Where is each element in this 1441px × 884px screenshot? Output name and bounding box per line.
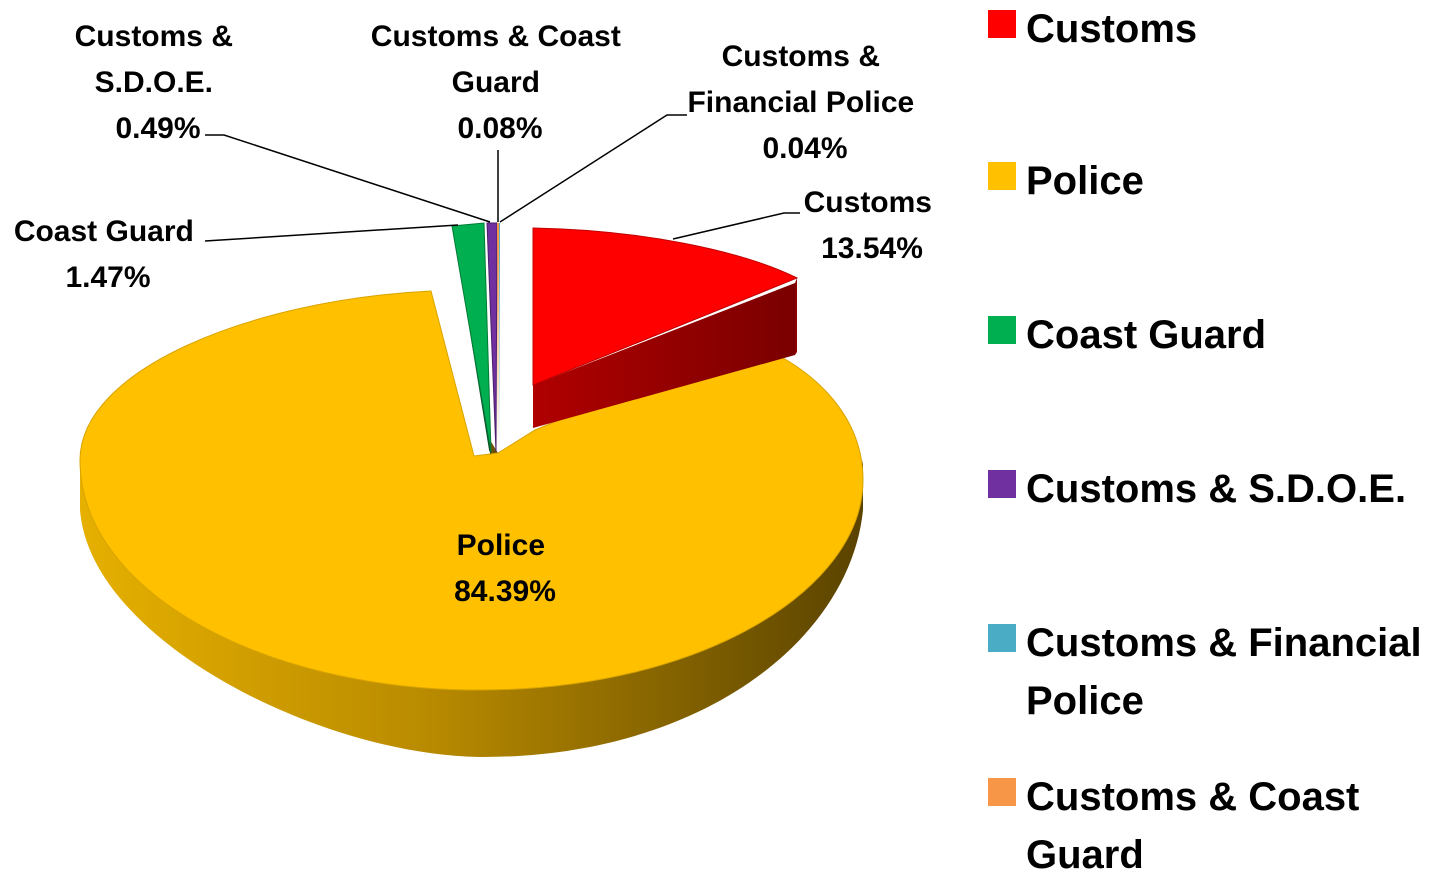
data-label-police: Police 84.39% [454, 529, 556, 608]
legend-label-customs-financial-police: Customs & Financial Police [1026, 621, 1422, 723]
legend-swatch-customs-coast-guard [988, 778, 1016, 806]
leader-line-customs-sdoe [205, 134, 491, 223]
legend-label-customs: Customs [1026, 7, 1198, 51]
data-label-customs-name: Customs [804, 186, 932, 219]
data-label-customs-coast-guard-line2: Guard [452, 66, 540, 99]
data-label-customs-sdoe-value: 0.49% [115, 112, 200, 145]
legend-label-customs-coast-guard: Customs & Coast Guard [1026, 775, 1360, 877]
data-label-coast-guard-value: 1.47% [65, 261, 150, 294]
legend-label-coast-guard: Coast Guard [1026, 313, 1267, 357]
data-label-police-name: Police [457, 529, 545, 562]
data-label-customs-coast-guard-line1: Customs & Coast [371, 20, 621, 53]
data-label-customs-sdoe: Customs & S.D.O.E. 0.49% [75, 20, 242, 145]
legend-swatch-coast-guard [988, 316, 1016, 344]
data-label-police-value: 84.39% [454, 575, 556, 608]
data-label-coast-guard: Coast Guard 1.47% [14, 215, 202, 294]
data-label-customs-financial-police: Customs & Financial Police 0.04% [687, 40, 922, 165]
coast-guard-slice [451, 222, 492, 453]
legend-label-customs-sdoe: Customs & S.D.O.E. [1026, 467, 1407, 511]
legend-swatch-customs-financial-police [988, 624, 1016, 652]
data-label-customs-sdoe-line2: S.D.O.E. [95, 66, 213, 99]
customs-slice [532, 227, 799, 386]
data-label-customs-financial-police-value: 0.04% [762, 132, 847, 165]
police-slice-side [80, 460, 863, 758]
data-label-customs-coast-guard-value: 0.08% [457, 112, 542, 145]
legend-item-customs-financial-police: Customs & Financial Police [988, 614, 1441, 730]
legend-swatch-customs-sdoe [988, 470, 1016, 498]
leader-line-customs-financial-police [499, 114, 687, 223]
data-label-customs-sdoe-line1: Customs & [75, 20, 233, 53]
data-label-customs-financial-police-line2: Financial Police [687, 86, 914, 119]
legend-swatch-police [988, 162, 1016, 190]
data-label-coast-guard-name: Coast Guard [14, 215, 194, 248]
customs-slice-side [533, 283, 795, 428]
legend-item-coast-guard: Coast Guard [988, 306, 1441, 364]
legend-item-customs: Customs [988, 0, 1441, 58]
leader-line-coast-guard [204, 224, 459, 242]
legend-swatch-customs [988, 10, 1016, 38]
customs-financial-police-slice [499, 223, 500, 452]
legend-item-police: Police [988, 152, 1441, 210]
data-label-customs-value: 13.54% [821, 232, 923, 265]
leader-line-customs [672, 212, 800, 240]
legend-item-customs-sdoe: Customs & S.D.O.E. [988, 460, 1441, 518]
data-label-customs-financial-police-line1: Customs & [722, 40, 880, 73]
customs-coast-guard-slice [497, 223, 499, 452]
data-label-customs: Customs 13.54% [804, 186, 941, 265]
customs-slice-edge [795, 278, 797, 355]
legend-label-police: Police [1026, 159, 1144, 203]
customs-sdoe-slice [486, 222, 498, 453]
legend-item-customs-coast-guard: Customs & Coast Guard [988, 768, 1441, 884]
data-label-customs-coast-guard: Customs & Coast Guard 0.08% [371, 20, 629, 145]
police-slice [79, 290, 864, 691]
